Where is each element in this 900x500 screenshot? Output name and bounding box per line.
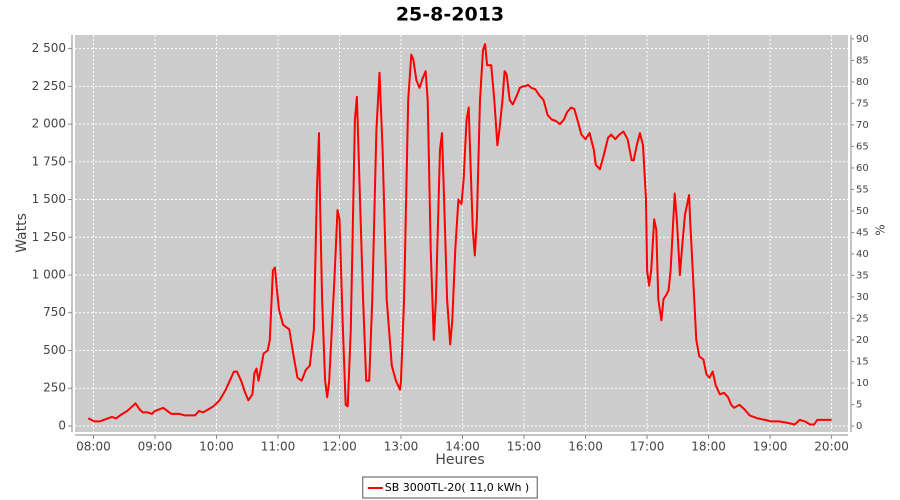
x-tick-label: 11:00: [261, 440, 296, 454]
x-tick-label: 13:00: [384, 440, 419, 454]
x-tick-label: 15:00: [507, 440, 542, 454]
y2-tick-label: 90: [856, 34, 869, 45]
y2-tick-label: 85: [856, 55, 869, 66]
y2-tick-label: 65: [856, 141, 869, 152]
y-tick-label: 500: [43, 343, 66, 357]
y2-tick-label: 40: [856, 249, 869, 260]
y2-tick-label: 35: [856, 270, 869, 281]
y2-axis-label: %: [874, 224, 888, 235]
x-tick-label: 08:00: [76, 440, 111, 454]
y-tick-label: 1 000: [32, 268, 66, 282]
x-tick-label: 18:00: [691, 440, 726, 454]
y-tick-label: 2 500: [32, 41, 66, 55]
y2-tick-label: 20: [856, 335, 869, 346]
y2-tick-label: 10: [856, 378, 869, 389]
x-tick-label: 09:00: [138, 440, 173, 454]
x-axis-label: Heures: [435, 452, 484, 468]
y2-tick-label: 70: [856, 120, 869, 131]
plot-area: [75, 35, 848, 432]
y2-tick-label: 45: [856, 227, 869, 238]
y-tick-label: 0: [58, 418, 66, 432]
y2-tick-label: 60: [856, 163, 869, 174]
y2-tick-label: 15: [856, 356, 869, 367]
series-line: [87, 43, 832, 426]
legend: SB 3000TL-20( 11,0 kWh ): [362, 476, 538, 499]
legend-box: [362, 476, 538, 499]
y2-tick-label: 5: [856, 399, 862, 410]
y-tick-label: 250: [43, 381, 66, 395]
x-tick-label: 17:00: [630, 440, 665, 454]
x-tick-label: 10:00: [199, 440, 234, 454]
legend-label: SB 3000TL-20( 11,0 kWh ): [385, 481, 529, 494]
chart-title: 25-8-2013: [396, 4, 504, 26]
x-tick-label: 16:00: [568, 440, 603, 454]
y2-tick-label: 30: [856, 292, 869, 303]
y-tick-label: 750: [43, 305, 66, 319]
y2-tick-label: 75: [856, 98, 869, 109]
x-tick-label: 12:00: [322, 440, 357, 454]
y-tick-label: 2 000: [32, 117, 66, 131]
y2-tick-label: 55: [856, 184, 869, 195]
x-tick-label: 19:00: [753, 440, 788, 454]
y2-tick-label: 50: [856, 206, 869, 217]
y-tick-label: 1 250: [32, 230, 66, 244]
y-tick-label: 2 250: [32, 79, 66, 93]
y2-tick-label: 80: [856, 77, 869, 88]
x-tick-label: 20:00: [814, 440, 849, 454]
y2-tick-label: 25: [856, 313, 869, 324]
x-tick-label: 14:00: [445, 440, 480, 454]
y-tick-label: 1 750: [32, 154, 66, 168]
y2-tick-label: 0: [856, 421, 862, 432]
y-tick-label: 1 500: [32, 192, 66, 206]
y-axis-label: Watts: [14, 213, 30, 253]
